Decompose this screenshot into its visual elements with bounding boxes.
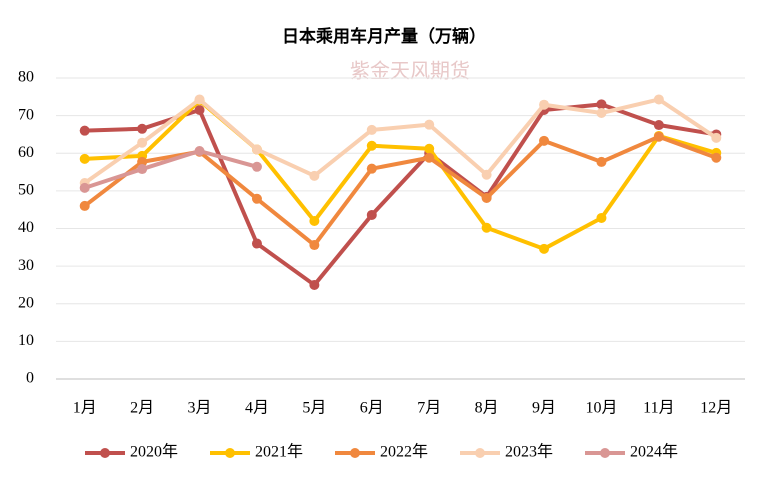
data-point (79, 200, 90, 211)
x-tick-label: 8月 (475, 400, 499, 417)
data-point (596, 156, 607, 167)
y-tick-label: 70 (18, 106, 34, 123)
y-tick-label: 10 (18, 332, 34, 349)
legend-marker (100, 448, 110, 458)
legend-label: 2022年 (380, 443, 428, 461)
data-point (366, 140, 377, 151)
data-point (251, 144, 262, 155)
legend-marker (350, 448, 360, 458)
watermark: 紫金天风期货 (350, 59, 470, 83)
data-point (481, 193, 492, 204)
y-tick-label: 50 (18, 182, 34, 199)
data-point (653, 94, 664, 105)
data-point (366, 163, 377, 174)
data-point (137, 137, 148, 148)
data-point (79, 153, 90, 164)
data-point (366, 209, 377, 220)
data-point (539, 99, 550, 110)
data-point (424, 119, 435, 130)
data-point (194, 104, 205, 115)
x-tick-label: 10月 (585, 400, 617, 417)
y-tick-label: 30 (18, 257, 34, 274)
data-point (251, 193, 262, 204)
y-tick-label: 60 (18, 144, 34, 161)
data-point (251, 238, 262, 249)
data-point (79, 182, 90, 193)
legend-marker (600, 448, 610, 458)
x-tick-label: 11月 (643, 400, 674, 417)
x-tick-label: 2月 (130, 400, 154, 417)
y-tick-label: 20 (18, 294, 34, 311)
legend-label: 2021年 (255, 443, 303, 461)
legend-marker (225, 448, 235, 458)
series-line (84, 98, 717, 251)
data-point (596, 212, 607, 223)
data-point (711, 132, 722, 143)
y-tick-label: 40 (18, 219, 34, 236)
data-point (251, 161, 262, 172)
legend-label: 2023年 (505, 443, 553, 461)
x-tick-label: 1月 (73, 400, 97, 417)
y-tick-label: 80 (18, 69, 34, 86)
legend-label: 2024年 (630, 443, 678, 461)
data-point (309, 215, 320, 226)
data-point (309, 240, 320, 251)
data-point (653, 120, 664, 131)
x-tick-label: 7月 (417, 400, 441, 417)
data-point (309, 279, 320, 290)
data-point (481, 169, 492, 180)
chart-title: 日本乘用车月产量（万辆） (282, 26, 486, 47)
x-tick-label: 9月 (532, 400, 556, 417)
series-line (84, 148, 258, 190)
data-point (424, 143, 435, 154)
series-line (83, 97, 718, 185)
data-point (137, 164, 148, 175)
legend-marker (475, 448, 485, 458)
data-point (366, 124, 377, 135)
data-point (79, 125, 90, 136)
data-point (194, 94, 205, 105)
data-point (137, 156, 148, 167)
x-tick-label: 6月 (360, 400, 384, 417)
data-point (539, 243, 550, 254)
data-point (539, 135, 550, 146)
data-point (137, 123, 148, 134)
x-tick-label: 12月 (700, 400, 732, 417)
data-point (309, 170, 320, 181)
data-point (424, 152, 435, 163)
x-tick-label: 5月 (302, 400, 326, 417)
data-point (596, 107, 607, 118)
data-point (596, 99, 607, 110)
legend-label: 2020年 (130, 443, 178, 461)
data-point (653, 131, 664, 142)
data-point (711, 152, 722, 163)
data-point (481, 222, 492, 233)
y-tick-label: 0 (26, 370, 34, 387)
x-tick-label: 3月 (188, 400, 212, 417)
series-line (84, 102, 717, 287)
data-point (194, 145, 205, 156)
x-tick-label: 4月 (245, 400, 269, 417)
